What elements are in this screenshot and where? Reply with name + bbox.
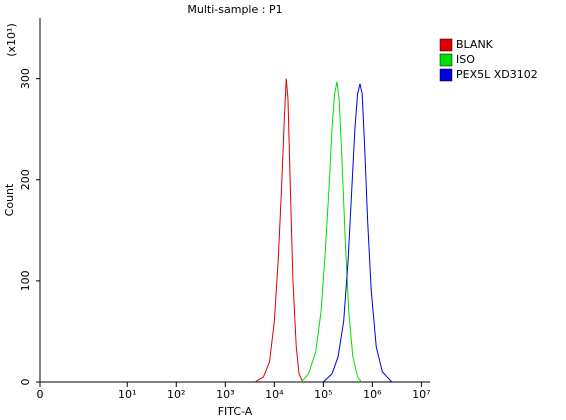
x-axis-label: FITC-A <box>218 405 253 418</box>
x-tick-label: 10⁴ <box>265 388 284 401</box>
y-tick-label: 100 <box>19 270 32 291</box>
y-tick-label: 200 <box>19 169 32 190</box>
x-tick-label: 10³ <box>216 388 234 401</box>
legend-label: BLANK <box>456 38 494 51</box>
x-tick-label: 10⁷ <box>412 388 430 401</box>
y-axis-label: Count <box>3 183 16 216</box>
x-tick-label: 10⁶ <box>363 388 382 401</box>
legend-swatch <box>439 53 453 67</box>
histogram-line <box>254 78 304 383</box>
legend-swatch <box>439 68 453 82</box>
histogram-line <box>300 81 362 383</box>
histogram-line <box>322 83 393 383</box>
legend-label: PEX5L XD3102 <box>456 68 538 81</box>
y-tick-label: 300 <box>19 68 32 89</box>
legend-label: ISO <box>456 53 475 66</box>
legend-swatch <box>439 38 453 52</box>
x-tick-label: 0 <box>37 388 44 401</box>
x-tick-label: 10² <box>167 388 185 401</box>
x-tick-label: 10¹ <box>118 388 136 401</box>
chart-title: Multi-sample : P1 <box>187 3 282 16</box>
y-tick-label: 0 <box>19 379 32 386</box>
y-multiplier: (x10¹) <box>5 23 18 57</box>
x-tick-label: 10⁵ <box>314 388 332 401</box>
